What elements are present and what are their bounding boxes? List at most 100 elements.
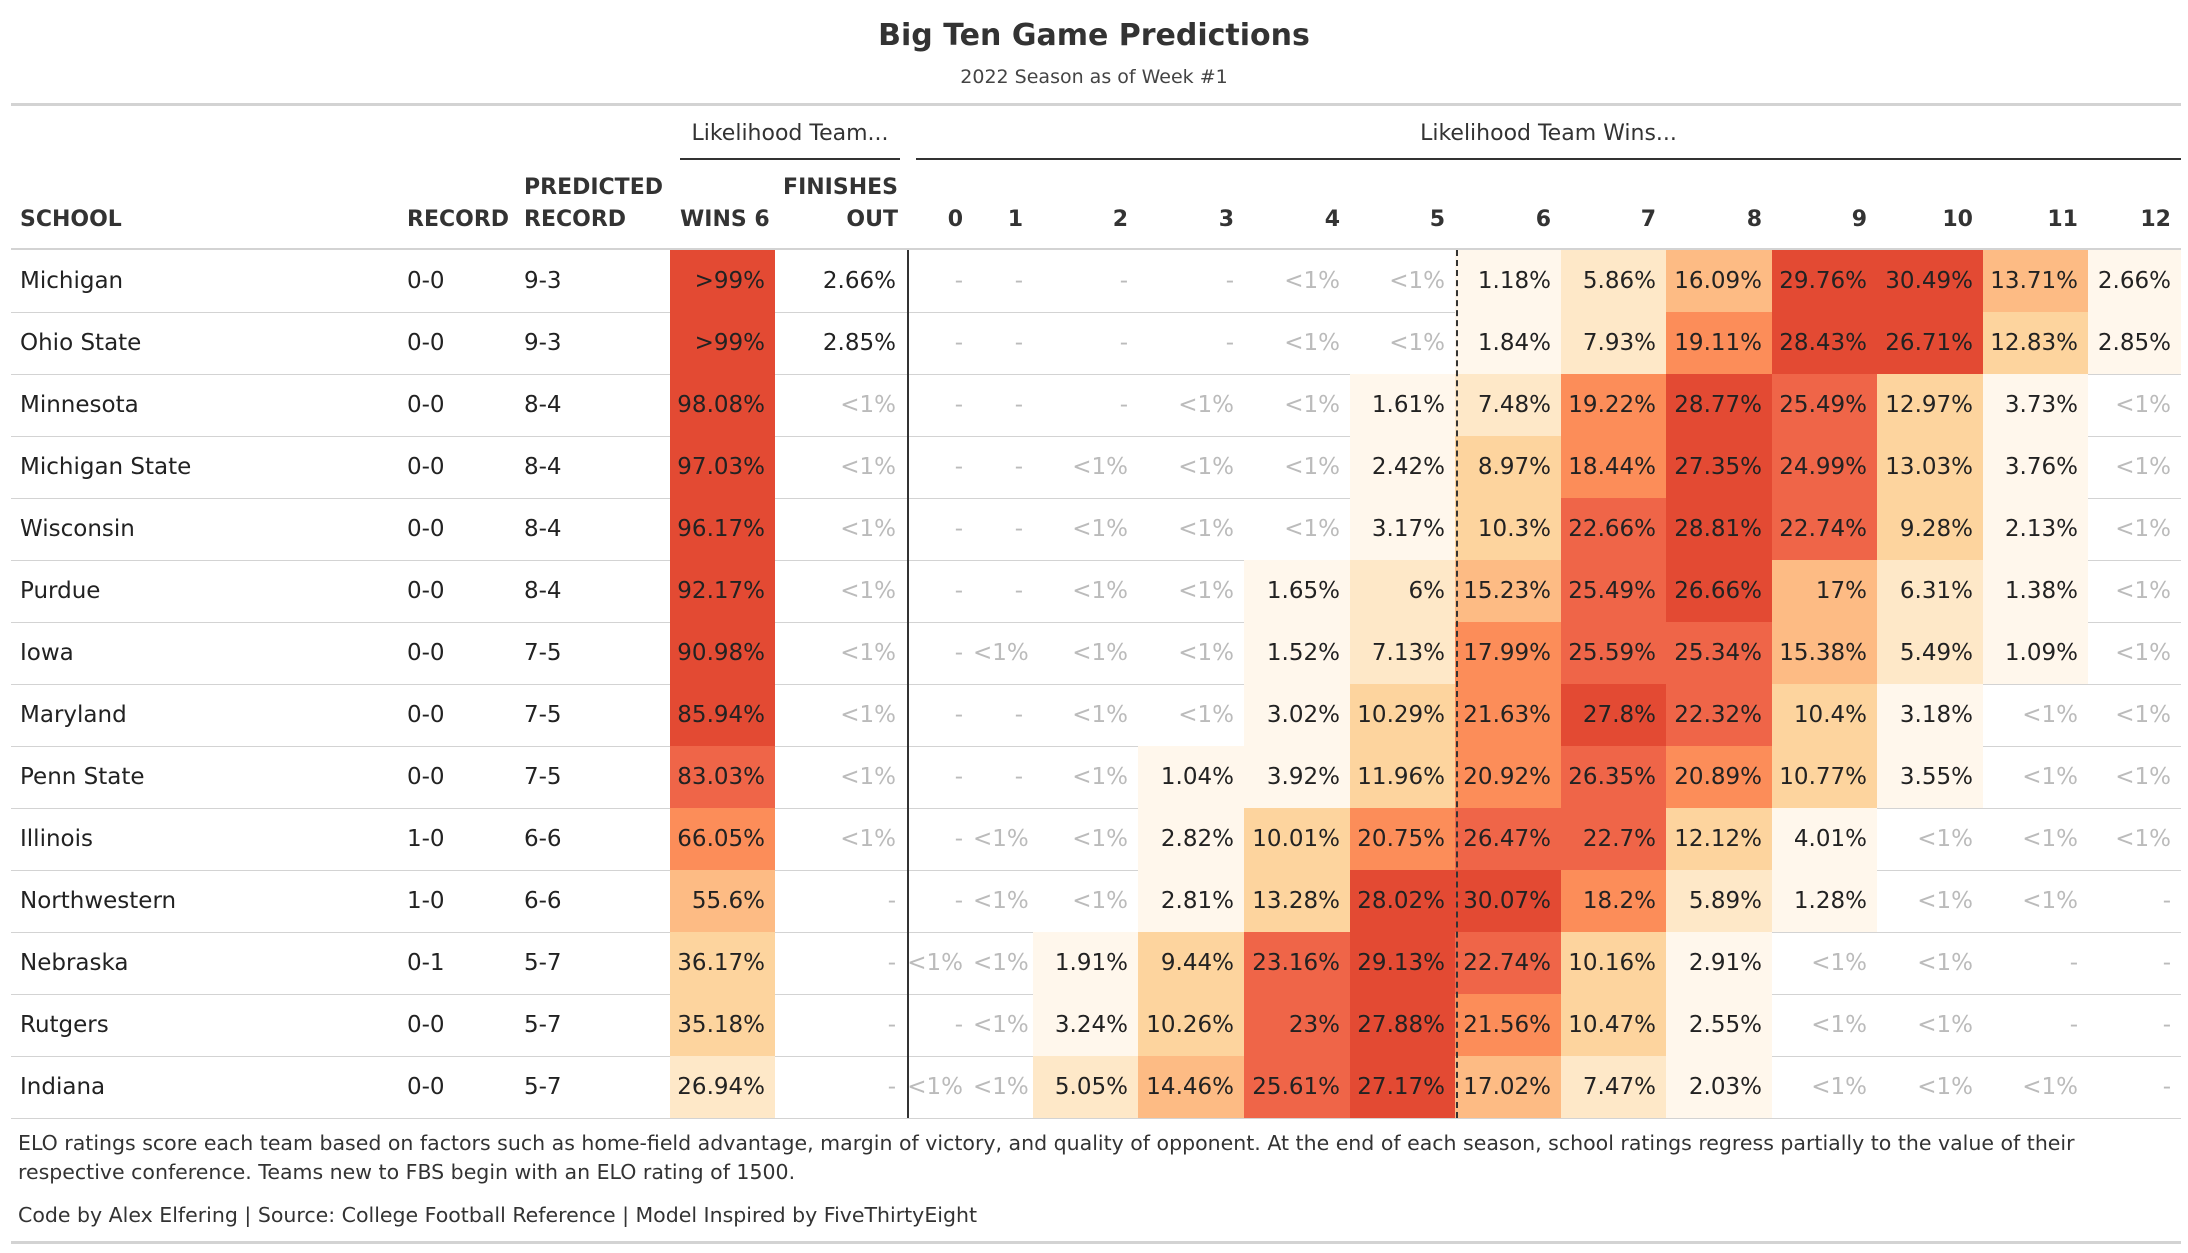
win-prob-cell: 25.61% — [1244, 1056, 1350, 1118]
row-divider — [11, 684, 2181, 685]
win-prob-cell: 12.83% — [1983, 312, 2088, 374]
win-prob-cell: 7.48% — [1455, 374, 1561, 436]
record-cell: 1-0 — [407, 888, 445, 914]
win-prob-cell: - — [2162, 1074, 2171, 1100]
win-prob-cell: <1% — [1917, 950, 1973, 976]
finishes-cell: <1% — [840, 578, 896, 604]
win-prob-cell: <1% — [1072, 888, 1128, 914]
win-prob-cell: 5.49% — [1877, 622, 1983, 684]
header-wins-1: 1 — [1007, 207, 1023, 232]
header-wins-3: 3 — [1218, 207, 1234, 232]
win-prob-cell: 2.55% — [1666, 994, 1772, 1056]
win-prob-cell: 7.13% — [1350, 622, 1455, 684]
header-wins6: WINS 6 — [680, 207, 770, 232]
win-prob-cell: - — [1014, 764, 1023, 790]
wins6-cell: 35.18% — [670, 994, 775, 1056]
wins6-cell: 98.08% — [670, 374, 775, 436]
finishes-cell: - — [887, 1012, 896, 1038]
win-prob-cell: - — [2069, 950, 2078, 976]
row-divider — [11, 808, 2181, 809]
wins6-cell: 92.17% — [670, 560, 775, 622]
predicted-cell: 5-7 — [524, 950, 562, 976]
win-prob-cell: <1% — [1072, 764, 1128, 790]
win-prob-cell: 30.49% — [1877, 250, 1983, 312]
table-row: Wisconsin 0-0 8-4 96.17% <1% - - <1% <1% <1% 3.17%… — [11, 498, 2181, 561]
win-prob-cell: 5.05% — [1033, 1056, 1138, 1118]
win-prob-cell: 14.46% — [1138, 1056, 1244, 1118]
win-prob-cell: 2.85% — [2088, 312, 2181, 374]
win-prob-cell: - — [954, 764, 963, 790]
win-prob-cell: <1% — [973, 888, 1029, 914]
predicted-cell: 7-5 — [524, 640, 562, 666]
win-prob-cell: 17.99% — [1455, 622, 1561, 684]
predicted-cell: 5-7 — [524, 1012, 562, 1038]
win-prob-cell: 29.76% — [1772, 250, 1877, 312]
win-prob-cell: <1% — [1072, 516, 1128, 542]
win-prob-cell: <1% — [2022, 888, 2078, 914]
win-prob-cell: - — [2162, 950, 2171, 976]
school-cell: Michigan — [20, 268, 124, 294]
table-row: Rutgers 0-0 5-7 35.18% - - <1% 3.24% 10.26% 23% 27… — [11, 994, 2181, 1057]
win-prob-cell: - — [954, 578, 963, 604]
win-prob-cell: 1.65% — [1244, 560, 1350, 622]
record-cell: 0-1 — [407, 950, 445, 976]
win-prob-cell: 13.71% — [1983, 250, 2088, 312]
divider-dashed — [1456, 250, 1458, 1118]
win-prob-cell: <1% — [1389, 268, 1445, 294]
win-prob-cell: <1% — [2022, 826, 2078, 852]
win-prob-cell: <1% — [1284, 516, 1340, 542]
win-prob-cell: - — [954, 516, 963, 542]
predicted-cell: 6-6 — [524, 888, 562, 914]
wins6-cell: 85.94% — [670, 684, 775, 746]
row-divider — [11, 870, 2181, 871]
win-prob-cell: 26.71% — [1877, 312, 1983, 374]
win-prob-cell: - — [2162, 1012, 2171, 1038]
header-wins-11: 11 — [2047, 207, 2078, 232]
win-prob-cell: 12.12% — [1666, 808, 1772, 870]
row-divider — [11, 560, 2181, 561]
win-prob-cell: 6% — [1350, 560, 1455, 622]
win-prob-cell: 10.29% — [1350, 684, 1455, 746]
win-prob-cell: 10.77% — [1772, 746, 1877, 808]
win-prob-cell: 1.61% — [1350, 374, 1455, 436]
table-row: Indiana 0-0 5-7 26.94% - <1% <1% 5.05% 14.46% 25.… — [11, 1056, 2181, 1119]
win-prob-cell: 24.99% — [1772, 436, 1877, 498]
win-prob-cell: 10.26% — [1138, 994, 1244, 1056]
header-predicted: PREDICTED RECORD — [524, 175, 663, 232]
win-prob-cell: 2.42% — [1350, 436, 1455, 498]
win-prob-cell: - — [1014, 392, 1023, 418]
finishes-cell: <1% — [840, 640, 896, 666]
win-prob-cell: - — [2069, 1012, 2078, 1038]
record-cell: 0-0 — [407, 578, 445, 604]
header-wins-4: 4 — [1324, 207, 1340, 232]
win-prob-cell: <1% — [1811, 1074, 1867, 1100]
win-prob-cell: 1.52% — [1244, 622, 1350, 684]
table-row: Illinois 1-0 6-6 66.05% <1% - <1% <1% 2.82% 10.01… — [11, 808, 2181, 871]
school-cell: Illinois — [20, 826, 93, 852]
win-prob-cell: - — [1119, 268, 1128, 294]
win-prob-cell: 9.28% — [1877, 498, 1983, 560]
win-prob-cell: 1.38% — [1983, 560, 2088, 622]
wins6-cell: 55.6% — [670, 870, 775, 932]
predicted-cell: 6-6 — [524, 826, 562, 852]
win-prob-cell: 17% — [1772, 560, 1877, 622]
finishes-cell: <1% — [840, 516, 896, 542]
win-prob-cell: <1% — [1811, 950, 1867, 976]
table-row: Iowa 0-0 7-5 90.98% <1% - <1% <1% <1% 1.52% 7.13% 1… — [11, 622, 2181, 685]
win-prob-cell: 27.88% — [1350, 994, 1455, 1056]
win-prob-cell: - — [1014, 702, 1023, 728]
win-prob-cell: 10.16% — [1561, 932, 1666, 994]
win-prob-cell: 25.49% — [1772, 374, 1877, 436]
win-prob-cell: 26.35% — [1561, 746, 1666, 808]
divider-solid — [907, 250, 909, 1118]
win-prob-cell: <1% — [2022, 702, 2078, 728]
record-cell: 0-0 — [407, 640, 445, 666]
win-prob-cell: <1% — [2115, 640, 2171, 666]
win-prob-cell: 9.44% — [1138, 932, 1244, 994]
win-prob-cell: 28.43% — [1772, 312, 1877, 374]
wins6-cell: >99% — [670, 312, 775, 374]
school-cell: Iowa — [20, 640, 74, 666]
school-cell: Rutgers — [20, 1012, 109, 1038]
win-prob-cell: <1% — [1284, 454, 1340, 480]
